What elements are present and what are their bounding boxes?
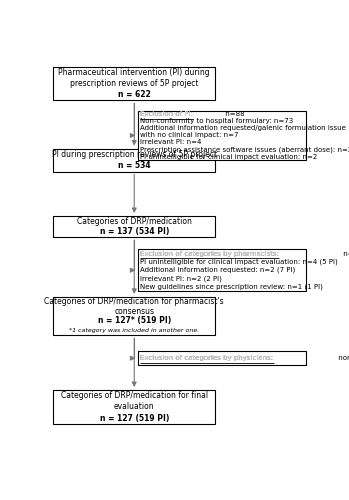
Text: Irrelevant PI: n=2 (2 PI): Irrelevant PI: n=2 (2 PI) [140, 276, 222, 282]
Text: evaluation: evaluation [114, 402, 155, 411]
FancyBboxPatch shape [53, 66, 215, 100]
Text: prescription reviews of 5P project: prescription reviews of 5P project [70, 79, 199, 88]
Text: *1 category was included in another one.: *1 category was included in another one. [69, 328, 199, 333]
Text: Irrelevant PI: n=4: Irrelevant PI: n=4 [140, 140, 202, 145]
Text: Categories of DRP/medication for final: Categories of DRP/medication for final [61, 391, 208, 400]
FancyBboxPatch shape [53, 148, 215, 172]
Text: Additional information requested/galenic formulation issue: Additional information requested/galenic… [140, 126, 346, 132]
FancyBboxPatch shape [138, 250, 306, 291]
Text: n = 127* (519 PI): n = 127* (519 PI) [98, 316, 171, 326]
Text: consensus: consensus [114, 306, 154, 316]
Text: Exclusion of categories by physicians:: Exclusion of categories by physicians: [140, 355, 274, 361]
Text: Pharmaceutical intervention (PI) during: Pharmaceutical intervention (PI) during [58, 68, 210, 76]
Text: with no clinical impact: n=7: with no clinical impact: n=7 [140, 132, 239, 138]
Text: n=9 (15 PI): n=9 (15 PI) [341, 250, 349, 257]
Text: Exclusion of categories by physicians:: Exclusion of categories by physicians: [140, 355, 274, 361]
Text: PI unintelligible for clinical impact evaluation: n=4 (5 PI): PI unintelligible for clinical impact ev… [140, 258, 338, 265]
FancyBboxPatch shape [53, 390, 215, 424]
Text: Exclusion of PI:: Exclusion of PI: [140, 112, 193, 117]
FancyBboxPatch shape [138, 352, 306, 365]
FancyBboxPatch shape [138, 111, 306, 160]
Text: n = 137 (534 PI): n = 137 (534 PI) [99, 228, 169, 236]
Text: Exclusion of categories by pharmacists:: Exclusion of categories by pharmacists: [140, 250, 280, 256]
Text: PI unintelligible for clinical impact evaluation: n=2: PI unintelligible for clinical impact ev… [140, 154, 318, 160]
Text: Additional information requested: n=2 (7 PI): Additional information requested: n=2 (7… [140, 267, 296, 274]
Text: Prescription assistance software issues (aberrant dose): n=2: Prescription assistance software issues … [140, 146, 349, 153]
Text: New guidelines since prescription review: n=1 (1 PI): New guidelines since prescription review… [140, 284, 323, 290]
Text: Categories of DRP/medication for pharmacist's: Categories of DRP/medication for pharmac… [44, 297, 224, 306]
Text: PI during prescription reviews of 5P project: PI during prescription reviews of 5P pro… [52, 150, 217, 159]
FancyBboxPatch shape [53, 297, 215, 336]
Text: none: none [336, 355, 349, 361]
Text: Exclusion of PI:: Exclusion of PI: [140, 112, 193, 117]
Text: n = 534: n = 534 [118, 162, 150, 170]
Text: n = 622: n = 622 [118, 90, 151, 100]
Text: n = 127 (519 PI): n = 127 (519 PI) [99, 414, 169, 422]
Text: Non-conformity to hospital formulary: n=73: Non-conformity to hospital formulary: n=… [140, 118, 294, 124]
Text: Exclusion of categories by pharmacists:: Exclusion of categories by pharmacists: [140, 250, 280, 256]
Text: n=88: n=88 [223, 112, 244, 117]
Text: Categories of DRP/medication: Categories of DRP/medication [77, 216, 192, 226]
FancyBboxPatch shape [53, 216, 215, 237]
